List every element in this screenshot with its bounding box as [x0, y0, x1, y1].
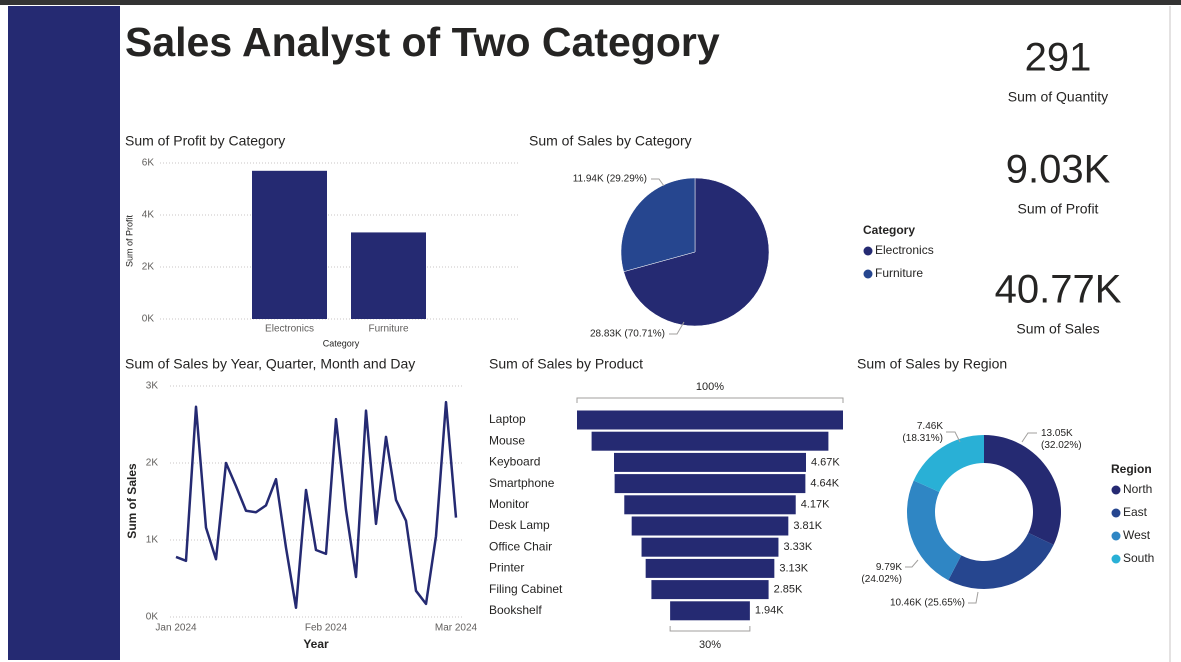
leader-line [968, 591, 979, 604]
x-tick-label: Feb 2024 [305, 623, 348, 634]
pie-slice [623, 177, 770, 327]
y-tick-label: 4K [142, 210, 155, 221]
category-label: Smartphone [489, 476, 555, 490]
legend-swatch [863, 269, 873, 279]
x-axis-label: Year [303, 637, 329, 651]
data-label: 3.81K [793, 520, 822, 532]
data-label: 3.13K [779, 562, 808, 574]
chart-title: Sum of Sales by Year, Quarter, Month and… [125, 356, 415, 372]
card-label: Sum of Sales [1016, 321, 1099, 337]
y-axis-label: Sum of Sales [125, 463, 139, 539]
pie-slice [620, 177, 696, 272]
x-tick-label: Electronics [265, 324, 314, 335]
donut-slice [948, 532, 1054, 589]
side-bar [8, 6, 120, 660]
funnel-bar [577, 410, 843, 430]
category-label: Bookshelf [489, 603, 542, 617]
funnel-bar [651, 580, 769, 600]
legend-swatch [1111, 508, 1121, 518]
legend-title: Category [863, 223, 915, 237]
category-label: Desk Lamp [489, 518, 550, 532]
data-label: 4.64K [810, 478, 839, 490]
data-label: 4.67K [811, 456, 840, 468]
card-label: Sum of Profit [1018, 201, 1099, 217]
category-label: Mouse [489, 433, 525, 447]
category-label: Monitor [489, 497, 529, 511]
funnel-bar [670, 601, 750, 621]
funnel-bar [624, 495, 796, 515]
data-label: 9.79K (24.02%) [861, 562, 902, 585]
legend-swatch [1111, 531, 1121, 541]
y-axis-label: Sum of Profit [124, 214, 134, 267]
category-label: Filing Cabinet [489, 582, 563, 596]
chart-title: Sum of Profit by Category [125, 133, 285, 149]
funnel-bar [614, 452, 806, 472]
bottom-label: 30% [699, 639, 721, 651]
data-label: 10.46K (25.65%) [890, 598, 965, 609]
x-axis-label: Category [323, 338, 360, 348]
leader-line [669, 321, 685, 335]
y-tick-label: 6K [142, 158, 155, 169]
data-label: 28.83K (70.71%) [590, 329, 665, 340]
x-tick-label: Mar 2024 [435, 623, 478, 634]
bar [252, 170, 327, 319]
x-tick-label: Jan 2024 [155, 623, 197, 634]
top-border [0, 0, 1181, 5]
legend-label: North [1123, 482, 1152, 496]
category-label: Printer [489, 561, 524, 575]
category-label: Office Chair [489, 539, 552, 553]
legend-title: Region [1111, 462, 1152, 476]
data-label: 1.94K [755, 605, 784, 617]
legend-label: Electronics [875, 243, 934, 257]
funnel-bar [641, 537, 779, 557]
legend-label: South [1123, 551, 1154, 565]
legend-swatch [863, 246, 873, 256]
card-value: 40.77K [995, 268, 1122, 312]
donut-slice [913, 435, 984, 492]
leader-line [1021, 432, 1037, 443]
y-tick-label: 3K [146, 381, 159, 392]
legend-label: Furniture [875, 266, 923, 280]
funnel-bar [614, 474, 806, 494]
card-label: Sum of Quantity [1008, 89, 1108, 105]
funnel-bar [645, 558, 775, 578]
y-tick-label: 2K [146, 458, 159, 469]
card-value: 291 [1025, 36, 1092, 80]
x-tick-label: Furniture [368, 324, 408, 335]
category-label: Laptop [489, 412, 526, 426]
leader-line [946, 431, 961, 443]
data-label: 3.33K [783, 541, 812, 553]
top-label: 100% [696, 381, 724, 393]
donut-slice [907, 480, 962, 581]
leader-line [651, 178, 665, 187]
card-value: 9.03K [1006, 148, 1111, 192]
data-label: 4.17K [801, 499, 830, 511]
donut-slice [984, 435, 1061, 545]
page-title: Sales Analyst of Two Category [125, 19, 720, 65]
chart-title: Sum of Sales by Category [529, 133, 692, 149]
legend-swatch [1111, 485, 1121, 495]
chart-title: Sum of Sales by Product [489, 356, 643, 372]
data-label: 7.46K (18.31%) [902, 421, 943, 444]
y-tick-label: 2K [142, 262, 155, 273]
leader-line [905, 559, 919, 568]
line-series [175, 400, 458, 610]
data-label: 11.94K (29.29%) [573, 174, 647, 185]
y-tick-label: 1K [146, 535, 159, 546]
category-label: Keyboard [489, 455, 540, 469]
bracket [576, 397, 844, 403]
bar [351, 232, 426, 319]
chart-title: Sum of Sales by Region [857, 356, 1007, 372]
y-tick-label: 0K [146, 612, 159, 623]
legend-label: West [1123, 528, 1151, 542]
legend-label: East [1123, 505, 1148, 519]
funnel-bar [591, 431, 829, 451]
bracket [669, 626, 751, 632]
funnel-bar [631, 516, 789, 536]
data-label: 2.85K [774, 584, 803, 596]
legend-swatch [1111, 554, 1121, 564]
y-tick-label: 0K [142, 314, 155, 325]
data-label: 13.05K (32.02%) [1041, 428, 1082, 451]
